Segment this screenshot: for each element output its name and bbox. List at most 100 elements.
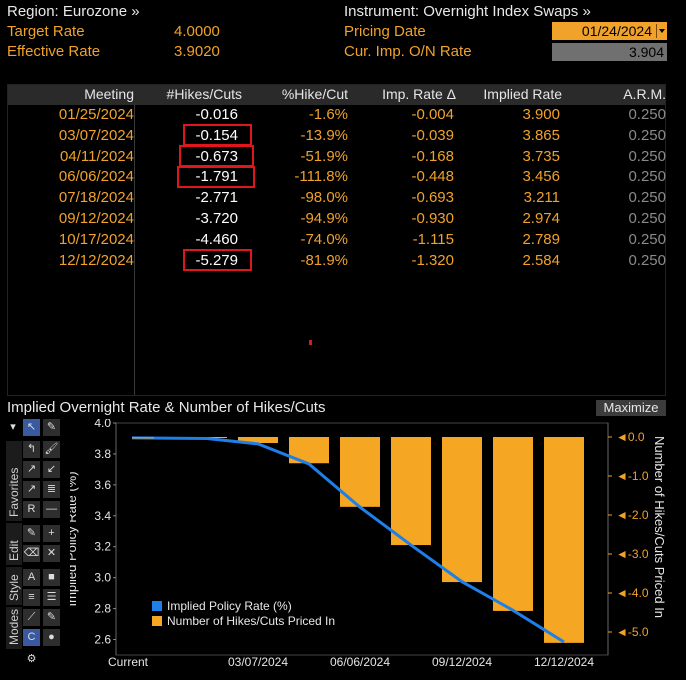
bar-hikes-09/12/2024 [442,437,482,583]
y2-tick-label: ◄-3.0 [616,547,649,561]
pricing-date-label: Pricing Date [344,23,426,40]
collapse-toolbar-icon[interactable]: ▾ [6,419,20,436]
pct-hike-cut-cell: -13.9% [300,126,348,144]
table-row[interactable]: 09/12/2024 -3.720 -94.9% -0.930 2.974 0.250 [8,210,666,230]
implied-rate-cell: 3.456 [522,168,560,186]
y2-tick-label: ◄-5.0 [616,625,649,639]
region-selector[interactable]: Region: Eurozone » [7,3,140,20]
x-tick-label: Current [108,655,149,669]
header-implied-rate[interactable]: Implied Rate [483,86,562,102]
legend-label-hikes: Number of Hikes/Cuts Priced In [167,614,336,628]
y-axis-title: Implied Policy Rate (%) [70,471,79,606]
trend-line-icon[interactable]: ↗ [23,461,40,478]
line-style-icon[interactable]: ≡ [23,589,40,606]
add-icon[interactable]: + [43,525,60,542]
tab-style[interactable]: Style [6,567,22,605]
bar-hikes-07/18/2024 [391,437,431,546]
instrument-selector[interactable]: Instrument: Overnight Index Swaps » [344,3,591,20]
pct-hike-cut-cell: -74.0% [300,230,348,248]
draw-mode-icon[interactable]: ⟋ [23,609,40,626]
header-arm[interactable]: A.R.M. [623,86,666,102]
tab-modes[interactable]: Modes [6,607,22,649]
y-tick-label: 3.0 [94,571,111,585]
highlight-box-0606 [177,166,255,188]
header-meeting[interactable]: Meeting [84,86,134,102]
meeting-cell: 09/12/2024 [58,210,134,227]
arm-cell: 0.250 [628,189,666,207]
arm-cell: 0.250 [628,106,666,123]
maximize-button[interactable]: Maximize [596,400,666,416]
arm-cell: 0.250 [628,147,666,165]
legend-swatch-hikes [152,616,162,626]
cursor-mode-icon[interactable]: C [23,629,40,646]
table-row[interactable]: 03/07/2024 -0.154 -13.9% -0.039 3.865 0.250 [8,126,666,147]
color-palette-icon[interactable]: ● [43,629,60,646]
target-rate-value: 4.0000 [174,23,220,40]
fill-color-icon[interactable]: ■ [43,569,60,586]
eraser-icon[interactable]: ⌫ [23,545,40,562]
y2-tick-label: ◄-4.0 [616,586,649,600]
meeting-cell: 07/18/2024 [58,189,134,207]
brush-tool-icon[interactable]: 🖌 [43,441,60,458]
header-pct-hike-cut[interactable]: %Hike/Cut [281,86,348,102]
fib-tool-icon[interactable]: ≣ [43,481,60,498]
meetings-table: Meeting #Hikes/Cuts %Hike/Cut Imp. Rate … [7,84,666,396]
effective-rate-value: 3.9020 [174,43,220,60]
tab-favorites[interactable]: Favorites [6,441,22,521]
hikes-cuts-cell: -0.016 [195,106,238,123]
arm-cell: 0.250 [628,210,666,227]
imp-rate-delta-cell: -0.039 [411,126,454,144]
arm-cell: 0.250 [628,168,666,186]
table-row[interactable]: 07/18/2024 -2.771 -98.0% -0.693 3.211 0.250 [8,189,666,209]
font-style-icon[interactable]: A [23,569,40,586]
horizontal-line-icon[interactable]: — [43,501,60,518]
y-tick-label: 3.4 [94,509,111,523]
delete-icon[interactable]: ✕ [43,545,60,562]
y-tick-label: 2.8 [94,602,111,616]
calendar-dropdown-icon[interactable] [656,24,666,38]
edit-pen-icon[interactable]: ✎ [23,525,40,542]
line-implied-rate [131,436,565,644]
bar-hikes-03/07/2024 [238,437,278,444]
y-tick-label: 3.8 [94,447,111,461]
meeting-cell: 03/07/2024 [58,126,134,144]
legend-item-rate: Implied Policy Rate (%) [152,599,292,613]
implied-rate-cell: 3.865 [522,126,560,144]
hikes-cuts-cell: -4.460 [195,230,238,248]
cur-imp-rate-field: 3.904 [552,43,667,61]
implied-rate-cell: 2.584 [522,251,560,269]
pencil-mode-icon[interactable]: ✎ [43,609,60,626]
imp-rate-delta-cell: -0.004 [411,106,454,123]
pricing-date-field[interactable]: 01/24/2024 [552,22,667,40]
header-imp-rate-delta[interactable]: Imp. Rate Δ [382,86,456,102]
bar-hikes-12/12/2024 [544,437,584,643]
y2-tick-label: ◄-1.0 [616,469,649,483]
crosshair-tool-icon[interactable]: ↰ [23,441,40,458]
table-row[interactable]: 12/12/2024 -5.279 -81.9% -1.320 2.584 0.250 [8,251,666,272]
line-width-icon[interactable]: ☰ [43,589,60,606]
tab-edit[interactable]: Edit [6,523,22,565]
pct-hike-cut-cell: -94.9% [300,210,348,227]
arrow-line-icon[interactable]: ↙ [43,461,60,478]
table-row[interactable]: 06/06/2024 -1.791 -111.8% -0.448 3.456 0.250 [8,168,666,188]
settings-gear-icon[interactable]: ⚙ [23,651,40,668]
pen-tool-icon[interactable]: ✎ [43,419,60,436]
ray-tool-icon[interactable]: ↗ [23,481,40,498]
pricing-date-value: 01/24/2024 [581,23,652,39]
text-tool-icon[interactable]: R [23,501,40,518]
y2-tick-label: ◄-2.0 [616,508,649,522]
y-tick-label: 3.2 [94,540,111,554]
table-row[interactable]: 01/25/2024 -0.016 -1.6% -0.004 3.900 0.250 [8,106,666,126]
table-row[interactable]: 04/11/2024 -0.673 -51.9% -0.168 3.735 0.250 [8,147,666,168]
x-tick-label: 09/12/2024 [432,655,492,669]
pct-hike-cut-cell: -1.6% [308,106,348,123]
highlight-box-0411 [179,145,254,167]
y2-axis-title: Number of Hikes/Cuts Priced In [652,436,667,618]
table-row[interactable]: 10/17/2024 -4.460 -74.0% -1.115 2.789 0.250 [8,230,666,251]
highlight-box-0307 [183,124,252,146]
header-hikes-cuts[interactable]: #Hikes/Cuts [166,86,242,102]
cur-imp-rate-label: Cur. Imp. O/N Rate [344,43,472,60]
implied-rate-cell: 3.735 [522,147,560,165]
pointer-tool-icon[interactable]: ↖ [23,419,40,436]
arm-cell: 0.250 [628,230,666,248]
